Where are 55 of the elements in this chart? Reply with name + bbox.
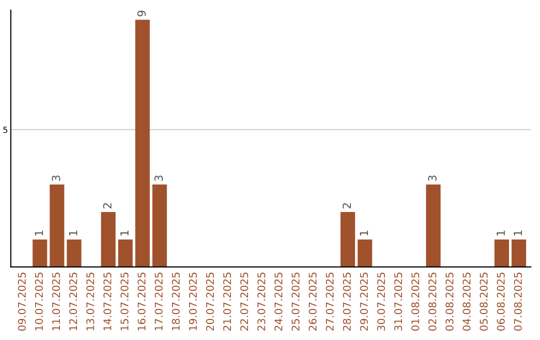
x-tick-label: 06.08.2025 [496,272,505,331]
bar [426,184,441,267]
bar [50,184,64,267]
x-tick-label: 17.07.2025 [154,272,163,330]
x-tick-label: 22.07.2025 [240,272,248,331]
x-tick-label: 30.07.2025 [377,272,386,331]
bar [358,239,372,267]
bar [118,239,133,267]
bar [512,239,526,267]
bar [494,239,510,267]
x-tick-label: 31.07.2025 [394,272,402,331]
data-label: 1 [496,230,505,236]
x-tick-label: 25.07.2025 [292,272,300,331]
bar [135,20,150,267]
data-label: 1 [514,230,522,236]
x-tick-label: 01.08.2025 [411,272,420,331]
x-tick-label: 12.07.2025 [69,272,78,330]
x-tick-label: 14.07.2025 [103,272,112,330]
x-tick-label: 02.08.2025 [428,272,436,331]
x-tick-label: 05.08.2025 [480,272,488,331]
data-label: 1 [360,230,368,236]
bar [340,212,356,267]
bar [66,239,82,267]
data-label: 1 [120,230,128,236]
x-tick-label: 16.07.2025 [138,272,146,330]
data-label: 3 [154,176,163,181]
x-tick-label: 19.07.2025 [188,272,197,330]
x-tick-label: 03.08.2025 [446,272,454,331]
x-tick-label: 13.07.2025 [86,272,94,330]
x-tick-label: 21.07.2025 [223,272,232,331]
bar [101,212,116,267]
x-tick-label: 18.07.2025 [172,272,180,330]
x-tick-label: 07.08.2025 [514,272,522,331]
data-label: 2 [342,203,351,208]
data-label: 3 [52,176,60,181]
x-tick-label: 10.07.2025 [35,272,43,330]
x-tick-label: 27.07.2025 [326,272,334,331]
data-label: 2 [103,203,112,208]
bar [32,239,48,267]
x-tick-label: 23.07.2025 [257,272,266,331]
x-tick-label: 29.07.2025 [360,272,368,331]
x-tick-label: 26.07.2025 [308,272,317,331]
data-label: 1 [69,230,78,236]
x-tick-label: 28.07.2025 [342,272,351,331]
x-tick-label: 20.07.2025 [206,272,214,331]
x-tick-label: 15.07.2025 [120,272,128,330]
data-label: 1 [34,230,43,236]
data-label: 3 [428,176,437,181]
x-tick-label: 24.07.2025 [274,272,282,331]
x-tick-label: 09.07.2025 [18,272,26,331]
data-label: 9 [137,10,146,16]
bar [152,184,167,267]
x-tick-label: 11.07.2025 [52,272,60,330]
x-tick-label: 04.08.2025 [462,272,471,331]
y-tick-label: 5 [3,126,8,133]
